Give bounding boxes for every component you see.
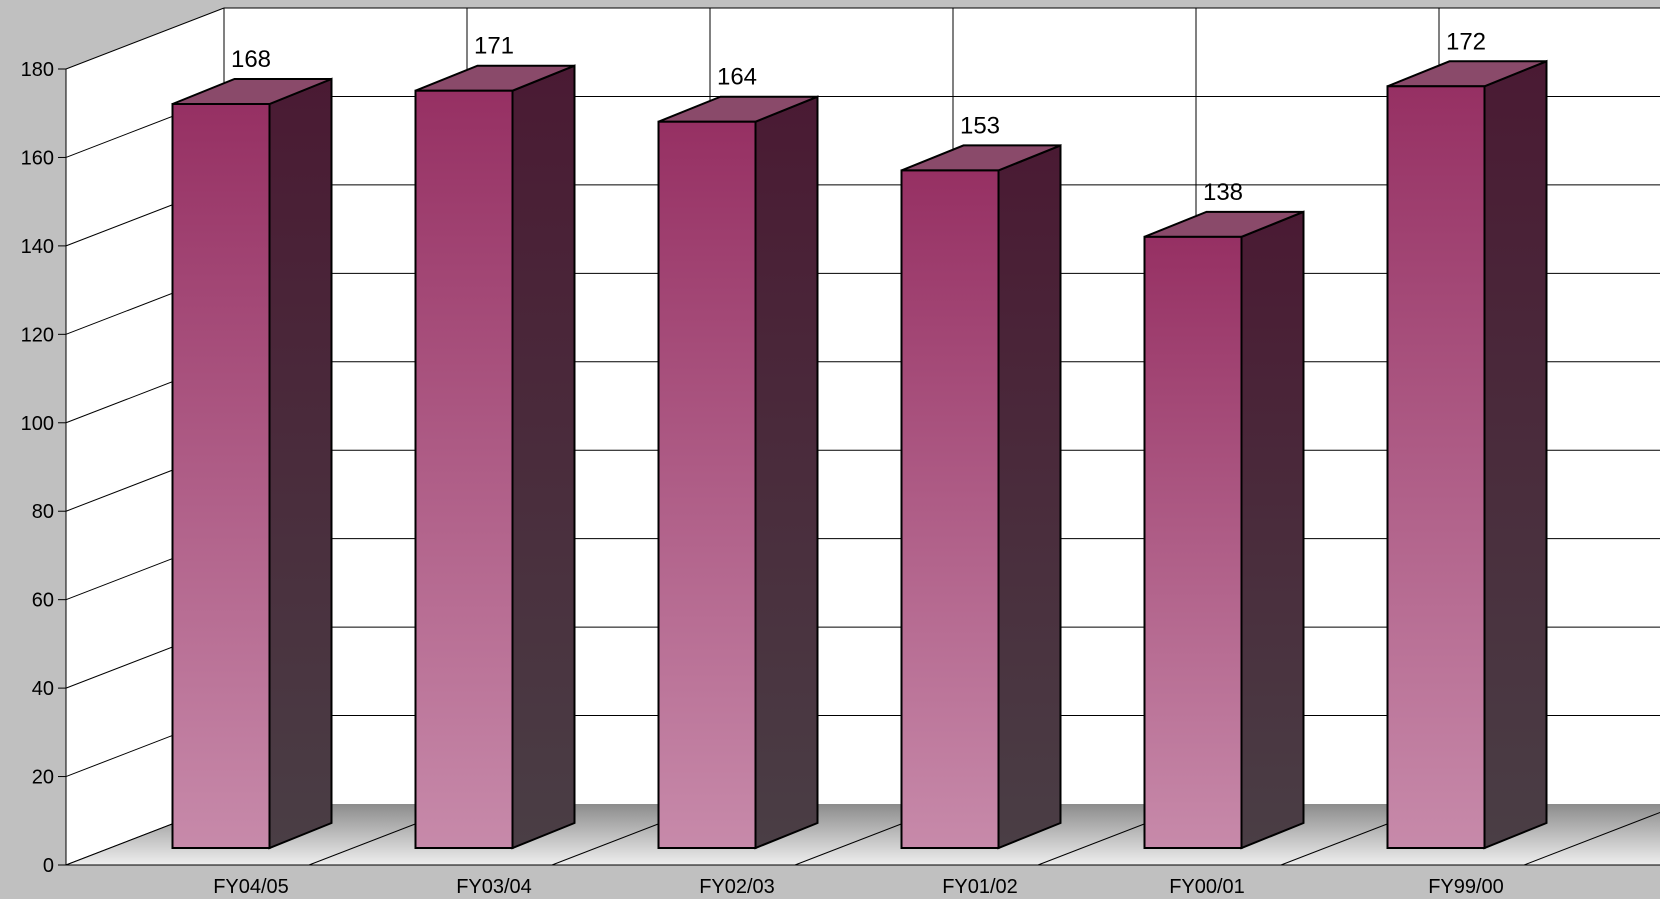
labels: 168 FY04/05 171 FY03/04 164 FY02/03 153 FY01/02… (213, 28, 1504, 898)
data-label: 171 (474, 33, 514, 60)
bar (414, 64, 576, 850)
gridline-side (65, 7, 225, 70)
x-tick-label: FY01/02 (942, 876, 1018, 898)
bars (171, 59, 1548, 850)
x-tick-label: FY00/01 (1169, 876, 1245, 898)
bar (1143, 210, 1305, 850)
y-tick-label: 40 (32, 678, 54, 700)
bar-front (414, 89, 514, 849)
bar-side (754, 95, 819, 850)
y-tick-label: 160 (21, 147, 54, 169)
x-tick-label: FY02/03 (699, 876, 775, 898)
data-label: 172 (1446, 28, 1486, 55)
bar (1386, 59, 1548, 850)
y-tick-label: 180 (21, 59, 54, 81)
bar (657, 95, 819, 850)
bar-side (511, 64, 576, 850)
bar (900, 143, 1062, 850)
bar-front (1143, 235, 1243, 850)
bar-front (657, 120, 757, 849)
y-tick-label: 60 (32, 590, 54, 612)
y-axis: 0 20 40 60 80 100 120 140 160 180 (21, 59, 67, 877)
bar-side (997, 143, 1062, 850)
data-label: 164 (717, 64, 757, 91)
bar-front (171, 103, 271, 849)
bar-front (900, 169, 1000, 849)
bar-side (1483, 59, 1548, 850)
data-label: 153 (960, 112, 1000, 139)
y-tick-label: 20 (32, 767, 54, 789)
data-label: 138 (1203, 179, 1243, 206)
x-tick-label: FY03/04 (456, 876, 532, 898)
bar-front (1386, 85, 1486, 850)
y-tick-label: 100 (21, 413, 54, 435)
data-label: 168 (231, 46, 271, 73)
y-tick-label: 0 (43, 855, 54, 877)
floor-divider (1523, 811, 1660, 866)
x-tick-label: FY99/00 (1428, 876, 1504, 898)
x-tick-label: FY04/05 (213, 876, 289, 898)
bar-side (1240, 210, 1305, 850)
y-tick-label: 140 (21, 236, 54, 258)
y-tick-label: 80 (32, 501, 54, 523)
bar-side (268, 77, 333, 850)
y-tick-label: 120 (21, 324, 54, 346)
bar (171, 77, 333, 850)
